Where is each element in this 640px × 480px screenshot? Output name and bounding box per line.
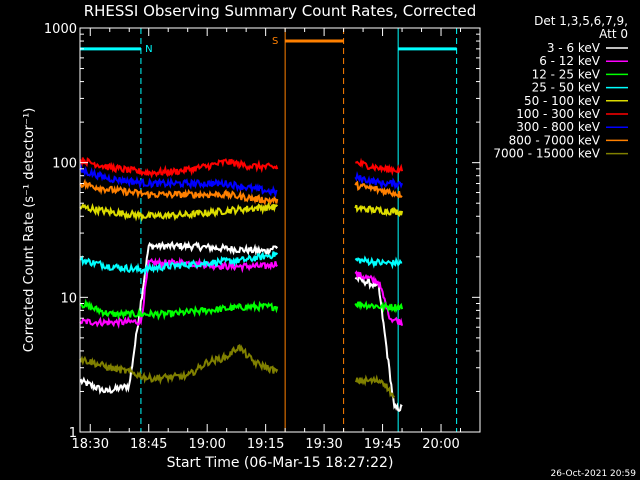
- series-path: [79, 157, 404, 179]
- legend-title-line-1: Det 1,3,5,6,7,9,: [534, 14, 628, 28]
- x-tick-label: 19:45: [364, 437, 401, 452]
- series-line: [79, 163, 404, 199]
- legend-entry-label: 3 - 6 keV: [547, 41, 601, 55]
- series-line: [79, 178, 403, 206]
- x-tick-label: 19:30: [305, 437, 342, 452]
- series-path: [79, 251, 403, 277]
- legend-entry-label: 800 - 7000 keV: [509, 133, 601, 147]
- legend-entry-label: 6 - 12 keV: [539, 54, 601, 68]
- y-tick-label: 10: [60, 291, 77, 306]
- x-axis-label: Start Time (06-Mar-15 18:27:22): [167, 455, 394, 471]
- series-line: [79, 298, 404, 321]
- legend-entry-label: 300 - 800 keV: [516, 120, 600, 134]
- legend-entry-label: 100 - 300 keV: [516, 107, 600, 121]
- y-axis-label: Corrected Count Rate (s⁻¹ detector⁻¹): [22, 108, 37, 353]
- legend-entry-label: 7000 - 15000 keV: [493, 147, 600, 161]
- x-tick-label: 20:00: [422, 437, 459, 452]
- series-line: [79, 200, 404, 222]
- series-path: [79, 343, 396, 399]
- flag-label: S: [272, 36, 278, 47]
- flag-layer: NS: [80, 36, 457, 55]
- series-line: [79, 157, 404, 179]
- x-tick-label: 19:00: [188, 437, 225, 452]
- axes-layer: 18:30 18:45 19:00 19:15 19:30 19:45 20:00 1 10 10…: [44, 22, 481, 452]
- legend-entry-label: 12 - 25 keV: [532, 67, 601, 81]
- flag-label: N: [145, 44, 152, 55]
- series-path: [79, 178, 403, 206]
- y-tick-label: 1: [69, 426, 77, 441]
- legend-title-line-2: Att 0: [599, 27, 628, 41]
- x-tick-label: 19:15: [247, 437, 284, 452]
- series-path: [79, 200, 404, 222]
- legend-entry-label: 50 - 100 keV: [524, 94, 601, 108]
- series-layer: [79, 157, 404, 412]
- series-path: [79, 163, 404, 199]
- y-tick-label: 100: [52, 157, 77, 172]
- legend-entry-label: 25 - 50 keV: [532, 81, 601, 95]
- plot-frame: [79, 27, 481, 433]
- series-line: [79, 251, 403, 277]
- footer-timestamp: 26-Oct-2021 20:59: [551, 469, 637, 479]
- series-line: [79, 343, 396, 399]
- chart-title: RHESSI Observing Summary Count Rates, Co…: [84, 2, 477, 20]
- x-tick-label: 18:45: [130, 437, 167, 452]
- y-tick-label: 1000: [44, 22, 77, 37]
- x-tick-label: 18:30: [72, 437, 109, 452]
- series-path: [79, 298, 404, 321]
